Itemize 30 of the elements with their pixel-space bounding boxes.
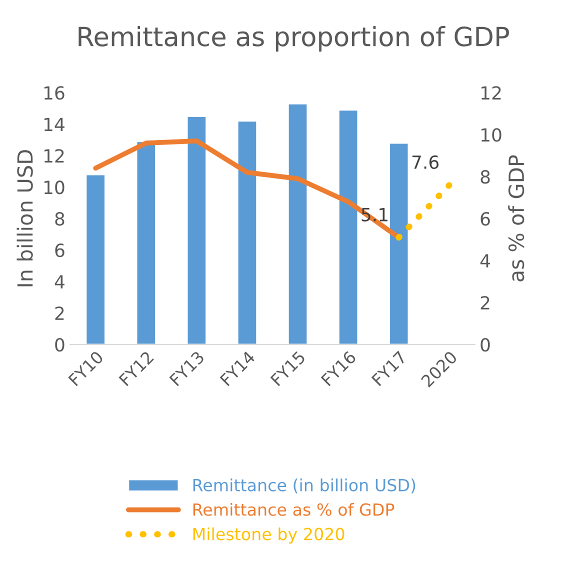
bar: [186, 116, 207, 345]
y2-tick-label: 4: [480, 254, 490, 268]
bar: [287, 102, 308, 345]
y-tick-label: 4: [54, 275, 64, 288]
y2-tick-label: 6: [480, 212, 490, 226]
data-label: 7.6: [412, 155, 439, 169]
legend-label: Milestone by 2020: [193, 527, 344, 544]
y-tick-label: 0: [55, 338, 64, 352]
y-tick-label: 10: [44, 180, 64, 194]
chart-title: Remittance as proportion of GDP: [78, 26, 509, 52]
y2-axis-title: as % of GDP: [508, 155, 524, 282]
y-tick-label: 8: [55, 212, 64, 226]
y2-tick-label: 0: [480, 338, 490, 352]
y2-tick-label: 12: [482, 86, 501, 100]
y-tick-label: 2: [55, 306, 64, 320]
y-tick-label: 14: [44, 118, 64, 131]
legend-label: Remittance as % of GDP: [193, 502, 394, 516]
bar: [236, 120, 258, 345]
bar: [85, 174, 106, 345]
y2-tick-label: 8: [480, 170, 490, 184]
bar: [338, 109, 359, 345]
y2-tick-label: 10: [482, 128, 502, 142]
y-tick-label: 6: [55, 244, 64, 258]
bar: [388, 142, 410, 345]
y2-tick-label: 2: [480, 296, 490, 310]
y-tick-label: 12: [44, 149, 64, 162]
y-tick-label: 16: [44, 86, 64, 100]
y-axis-title: In billion USD: [16, 150, 33, 286]
bar: [136, 140, 156, 345]
legend-label: Remittance (in billion USD): [193, 478, 416, 494]
